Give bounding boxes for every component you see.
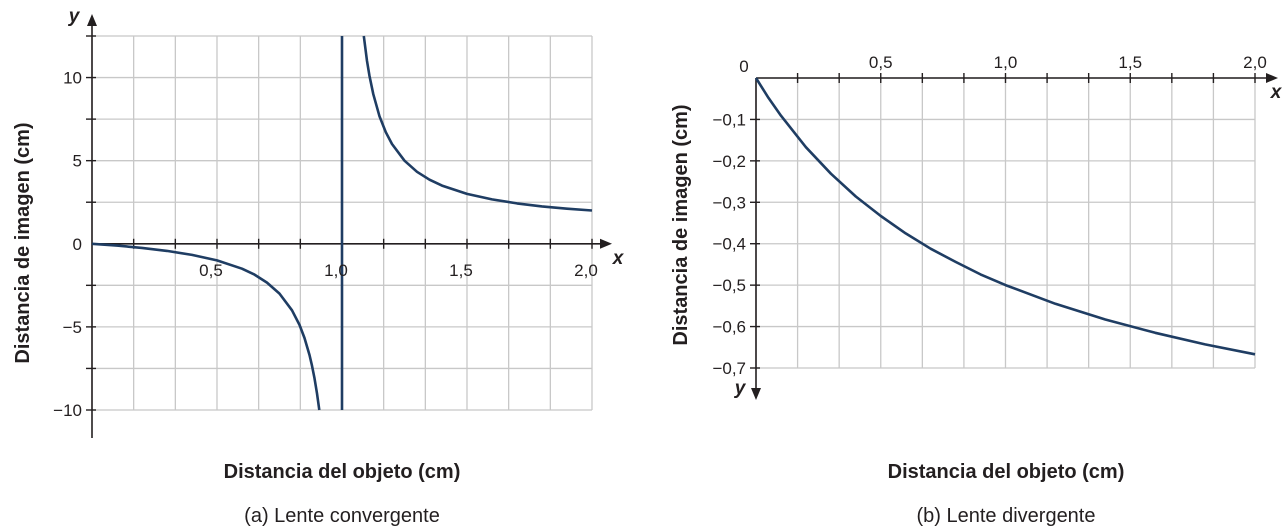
series-line-1 bbox=[362, 35, 593, 212]
chart-a bbox=[86, 14, 612, 438]
y-axis-arrow bbox=[87, 14, 97, 26]
y-axis-variable: y bbox=[68, 6, 81, 27]
chart-caption: (a) Lente convergente bbox=[244, 505, 440, 527]
x-tick-label: 1,5 bbox=[1118, 53, 1142, 72]
x-axis-label: Distancia del objeto (cm) bbox=[224, 461, 461, 483]
y-axis-arrow bbox=[751, 388, 761, 400]
y-tick-label: 10 bbox=[63, 69, 82, 88]
y-tick-label: 5 bbox=[73, 152, 82, 171]
x-tick-label: 2,0 bbox=[1243, 53, 1267, 72]
y-tick-label: −0,3 bbox=[712, 193, 746, 212]
y-axis-label: Distancia de imagen (cm) bbox=[670, 104, 692, 345]
y-tick-label: −0,5 bbox=[712, 276, 746, 295]
y-tick-label: 0 bbox=[73, 235, 82, 254]
x-axis-variable: x bbox=[1270, 82, 1283, 103]
y-axis-variable: y bbox=[734, 378, 747, 399]
x-axis-arrow bbox=[600, 238, 612, 249]
y-tick-label: −0,4 bbox=[712, 235, 746, 254]
x-tick-label: 0,5 bbox=[869, 53, 893, 72]
x-axis-label: Distancia del objeto (cm) bbox=[888, 461, 1125, 483]
x-axis-variable: x bbox=[612, 248, 625, 269]
chart-caption: (b) Lente divergente bbox=[916, 505, 1095, 527]
x-tick-label: 1,5 bbox=[449, 261, 473, 280]
y-tick-label: −5 bbox=[63, 318, 82, 337]
y-tick-label: −0,7 bbox=[712, 359, 746, 378]
y-tick-label: −0,2 bbox=[712, 152, 746, 171]
series-line-0 bbox=[91, 242, 321, 411]
chart-b bbox=[750, 73, 1278, 400]
x-tick-label: 2,0 bbox=[574, 261, 598, 280]
x-tick-label: 1,0 bbox=[324, 261, 348, 280]
series-line-0 bbox=[754, 77, 1256, 356]
x-tick-label: 0,5 bbox=[199, 261, 223, 280]
x-tick-label: 1,0 bbox=[994, 53, 1018, 72]
y-tick-label: −10 bbox=[53, 401, 82, 420]
y-tick-label: −0,1 bbox=[712, 110, 746, 129]
y-tick-label: −0,6 bbox=[712, 318, 746, 337]
x-axis-arrow bbox=[1266, 73, 1278, 83]
y-axis-label: Distancia de imagen (cm) bbox=[12, 122, 34, 363]
origin-label: 0 bbox=[739, 57, 748, 76]
